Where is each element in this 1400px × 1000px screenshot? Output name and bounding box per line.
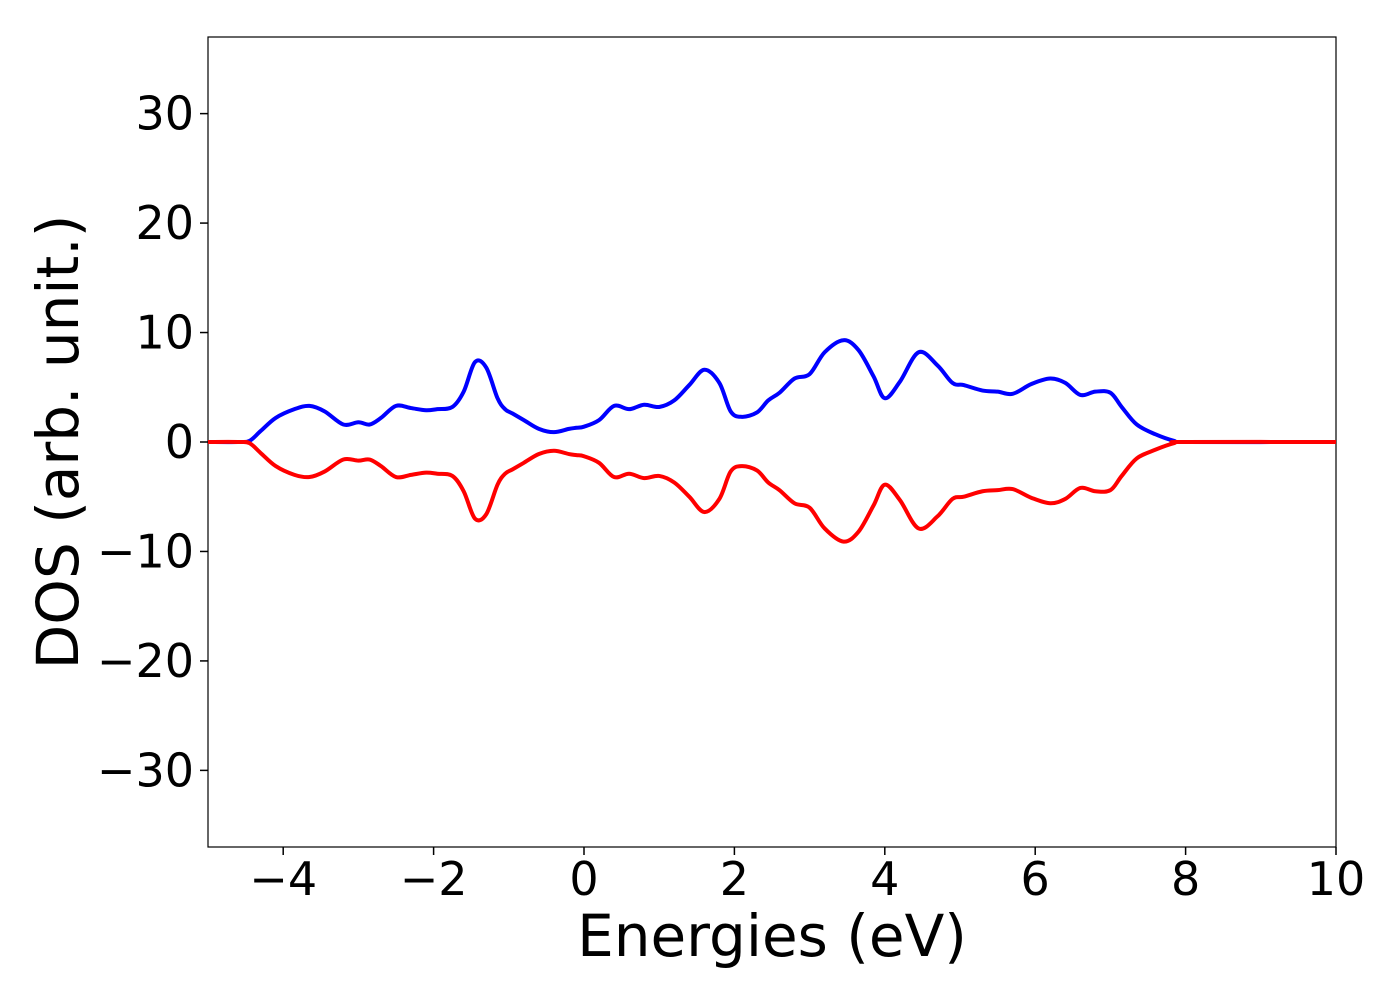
x-tick-label: 0	[569, 852, 598, 906]
series-line-red	[207, 439, 1337, 544]
y-tick-label: −30	[97, 743, 194, 797]
x-tick-label: 10	[1307, 852, 1366, 906]
y-tick-label: 0	[165, 415, 194, 469]
x-tick-label: 6	[1021, 852, 1050, 906]
x-tick-label: −2	[400, 852, 468, 906]
x-tick-label: 4	[870, 852, 899, 906]
x-axis-label: Energies (eV)	[577, 902, 967, 970]
y-tick-label: −10	[97, 524, 194, 578]
y-ticks: −30 −20 −10 0 10 20 30	[97, 87, 208, 797]
y-tick-label: 10	[135, 306, 194, 360]
plot-area	[207, 36, 1337, 848]
series-line-blue	[207, 338, 1337, 445]
y-tick-label: −20	[97, 634, 194, 688]
x-tick-label: −4	[249, 852, 317, 906]
y-tick-label: 20	[135, 196, 194, 250]
y-tick-label: 30	[135, 87, 194, 141]
x-tick-label: 2	[720, 852, 749, 906]
series-lines	[207, 338, 1337, 544]
x-tick-label: 8	[1171, 852, 1200, 906]
y-axis-label: DOS (arb. unit.)	[24, 215, 92, 670]
x-ticks: −4 −2 0 2 4 6 8 10	[249, 847, 1365, 906]
